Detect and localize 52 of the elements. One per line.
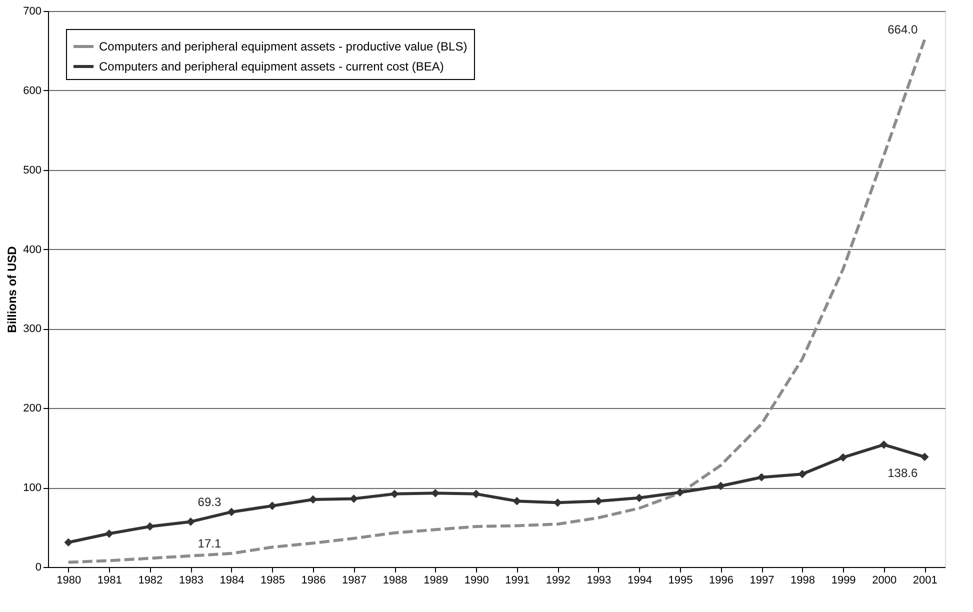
y-tick-label: 300 [23,323,42,336]
x-tick-label: 1980 [56,574,82,586]
x-tick-label: 1987 [342,574,367,586]
point [716,482,725,490]
annotation: 17.1 [198,536,222,550]
y-tick-label: 100 [23,482,42,494]
point [838,453,848,462]
legend-label: Computers and peripheral equipment assets - productive value (BLS) [99,40,468,54]
y-tick-label: 700 [23,6,42,18]
x-tick-label: 1995 [668,574,693,586]
x-tick-label: 1983 [178,574,204,586]
point [676,488,684,497]
x-tick-label: 2001 [912,574,938,586]
x-tick-label: 1985 [260,574,285,586]
y-tick-label: 600 [23,84,42,97]
point [268,502,276,510]
x-tick-label: 1988 [382,574,408,586]
x-tick-label: 1981 [97,574,122,586]
point [798,470,806,478]
x-tick-label: 1992 [546,574,570,586]
x-tick-label: 1997 [750,574,774,586]
x-tick-label: 1999 [831,574,856,586]
annotation: 69.3 [198,494,222,509]
y-tick-label: 0 [35,562,42,574]
annotation: 664.0 [888,22,918,37]
point [920,452,929,462]
point [350,494,358,503]
point [594,496,603,506]
y-tick-label: 400 [23,244,42,256]
annotation: 138.6 [888,466,918,480]
point [227,508,236,516]
y-tick-label: 200 [23,402,42,415]
x-tick-label: 1990 [464,574,489,586]
x-tick-label: 1993 [586,574,612,586]
x-tick-label: 1982 [138,574,163,586]
y-tick-label: 500 [23,164,42,176]
point [104,529,114,538]
x-tick-label: 1989 [424,574,448,586]
x-tick-label: 2000 [872,574,897,586]
y-axis-title: Billions of USD [5,246,20,333]
point [64,538,73,547]
line-series [66,38,926,564]
point [880,440,888,449]
point [186,518,195,526]
x-tick-label: 1994 [627,574,652,586]
x-tick-label: 1996 [709,574,734,586]
x-tick-label: 1986 [301,574,326,586]
x-tick-label: 1998 [790,574,816,586]
point [635,494,644,502]
x-tick-label: 1984 [220,574,244,586]
x-tick-label: 1991 [505,574,530,586]
legend-label: Computers and peripheral equipment assets - current cost (BEA) [99,60,444,74]
